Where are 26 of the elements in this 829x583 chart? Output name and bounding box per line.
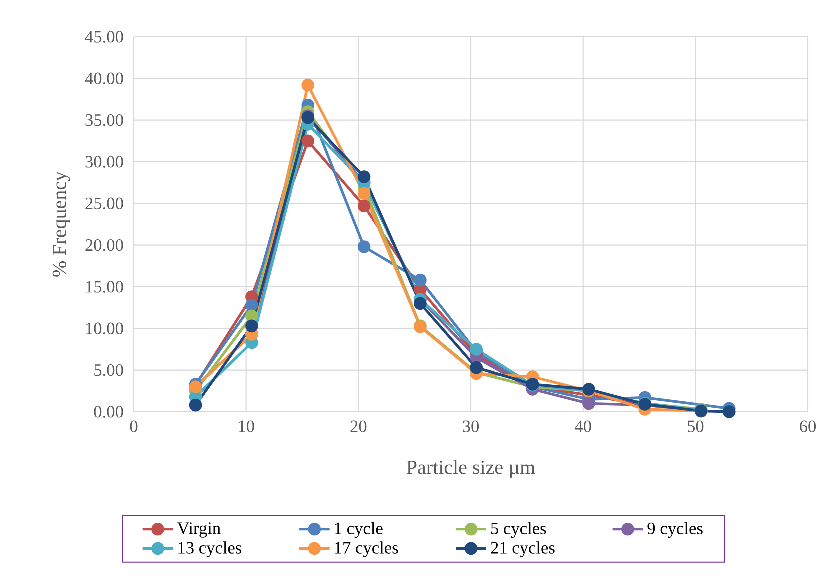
- y-tick-label: 40.00: [85, 72, 124, 85]
- y-tick-label: 15.00: [86, 281, 124, 293]
- legend-label: 9 cycles: [648, 522, 703, 538]
- y-tick-label: 25.00: [86, 198, 124, 210]
- y-tick-label: 10.00: [86, 322, 124, 335]
- legend-label: 13 cycles: [178, 542, 242, 558]
- legend-label: 5 cycles: [492, 522, 546, 538]
- y-tick-label: 35.00: [86, 114, 124, 126]
- x-tick-label: 40: [575, 420, 592, 432]
- y-tick-label: 45.00: [85, 31, 124, 43]
- legend-label: 21 cycles: [491, 542, 555, 558]
- x-tick-label: 20: [350, 420, 367, 432]
- y-tick-label: 5.00: [94, 364, 124, 376]
- y-tick-label: 0.00: [94, 406, 124, 418]
- x-tick-label: 0: [130, 420, 138, 432]
- x-axis-title: Particle size µm: [406, 460, 536, 478]
- y-tick-label: 30.00: [86, 156, 124, 168]
- legend-label: 1 cycle: [335, 522, 383, 538]
- x-tick-label: 30: [463, 420, 480, 432]
- legend-label: 17 cycles: [335, 542, 398, 558]
- y-axis-title: % Frequency: [52, 172, 70, 277]
- legend-label: Virgin: [177, 522, 221, 538]
- y-tick-label: 20.00: [86, 239, 124, 252]
- x-tick-label: 50: [688, 420, 704, 432]
- x-tick-label: 10: [239, 420, 254, 432]
- x-tick-label: 60: [800, 420, 816, 432]
